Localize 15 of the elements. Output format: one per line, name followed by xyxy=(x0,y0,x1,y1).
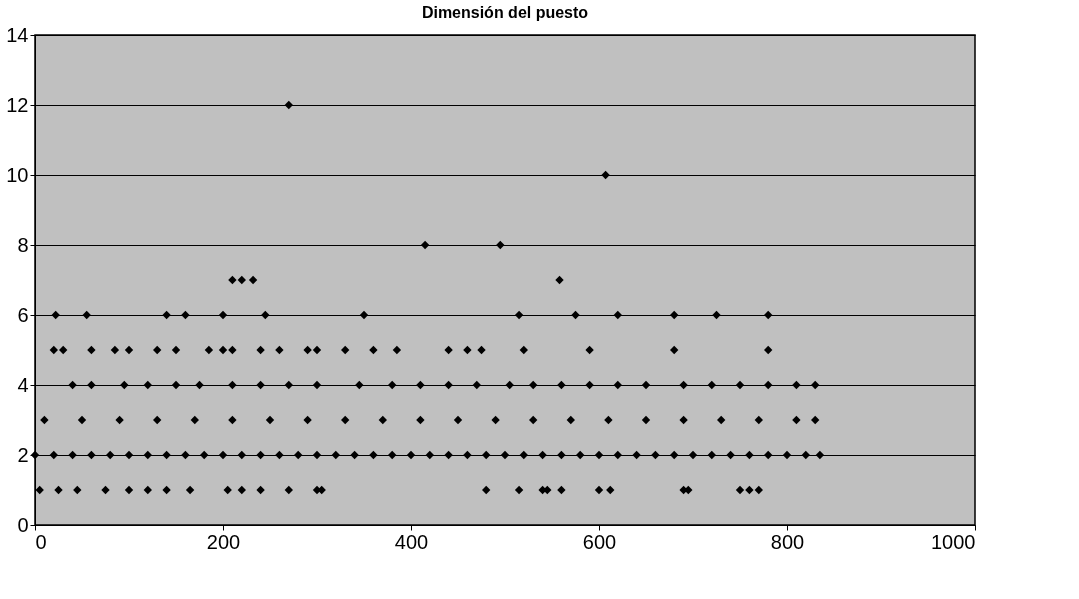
y-tick-label: 0 xyxy=(17,513,29,536)
x-tick-label: 400 xyxy=(394,530,429,553)
chart-title: Dimensión del puesto xyxy=(421,4,589,21)
y-tick-label: 12 xyxy=(6,93,29,116)
y-tick-label: 14 xyxy=(6,23,29,46)
x-tick-label: 800 xyxy=(770,530,805,553)
y-tick-label: 6 xyxy=(17,303,29,326)
x-tick-label: 200 xyxy=(206,530,241,553)
y-tick-label: 8 xyxy=(17,233,29,256)
y-tick-label: 10 xyxy=(6,163,29,186)
x-tick-label: 600 xyxy=(582,530,617,553)
x-tick-label: 0 xyxy=(35,530,47,553)
x-tick-label: 1000 xyxy=(931,530,976,553)
y-tick-label: 4 xyxy=(17,373,29,396)
y-tick-label: 2 xyxy=(17,443,29,466)
